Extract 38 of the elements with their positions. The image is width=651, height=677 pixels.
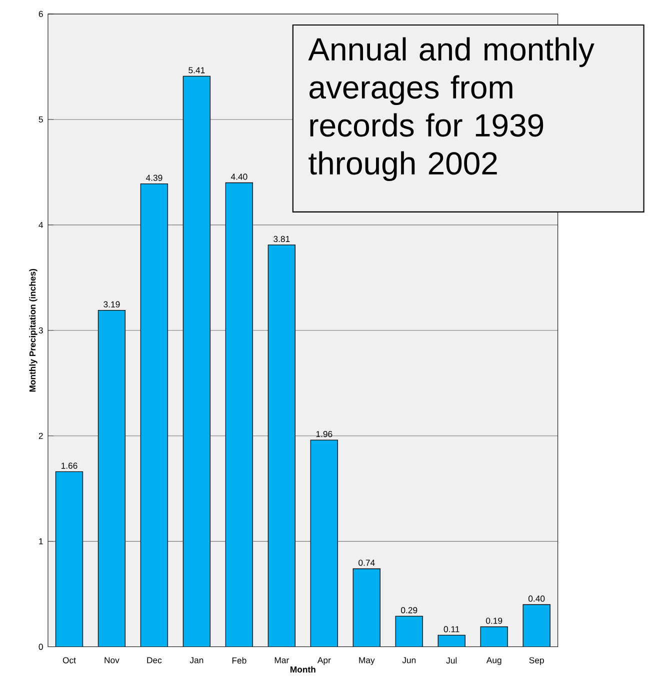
x-tick-label: May	[359, 657, 375, 665]
data-label: 0.19	[486, 618, 502, 624]
data-label: 4.39	[146, 174, 162, 181]
data-label: 3.19	[104, 301, 120, 308]
data-label: 1.66	[62, 462, 78, 469]
y-tick-label: 1	[39, 538, 43, 544]
data-label: 0.29	[401, 607, 418, 614]
data-label: 0.11	[444, 626, 460, 632]
y-tick-label: 4	[38, 222, 44, 228]
y-axis-title: Monthly Precipitation (inches)	[29, 268, 38, 392]
data-label: 5.41	[188, 67, 205, 74]
x-tick-label: Aug	[486, 657, 502, 665]
y-tick-label: 0	[38, 644, 44, 650]
y-tick-label: 2	[38, 432, 43, 439]
x-tick-label: Mar	[275, 657, 290, 664]
x-tick-label: Sep	[529, 657, 544, 666]
data-label: 4.40	[231, 174, 248, 180]
data-label: 1.96	[316, 431, 332, 438]
x-tick-label: Feb	[232, 657, 246, 664]
x-tick-label: Apr	[318, 657, 331, 665]
bar	[522, 604, 551, 647]
x-tick-label: Jul	[446, 657, 457, 664]
y-tick-label: 6	[38, 10, 43, 18]
x-tick-label: Nov	[104, 657, 120, 664]
annotation: Annual and monthly averages from records for 1939 through 2002	[308, 37, 594, 182]
x-tick-label: Dec	[147, 657, 162, 664]
y-tick-label: 3	[38, 327, 43, 334]
bar	[98, 310, 126, 647]
data-label: 3.81	[274, 236, 290, 242]
x-axis-title: Month	[290, 666, 316, 673]
x-tick-label: Jun	[402, 657, 416, 664]
bar	[182, 76, 211, 647]
x-tick-label: Jan	[190, 657, 204, 664]
x-tick-label: Oct	[63, 657, 76, 664]
data-label: 0.40	[528, 596, 545, 602]
bar	[438, 634, 466, 647]
data-label: 0.74	[358, 560, 375, 566]
y-tick-label: 5	[38, 116, 44, 122]
